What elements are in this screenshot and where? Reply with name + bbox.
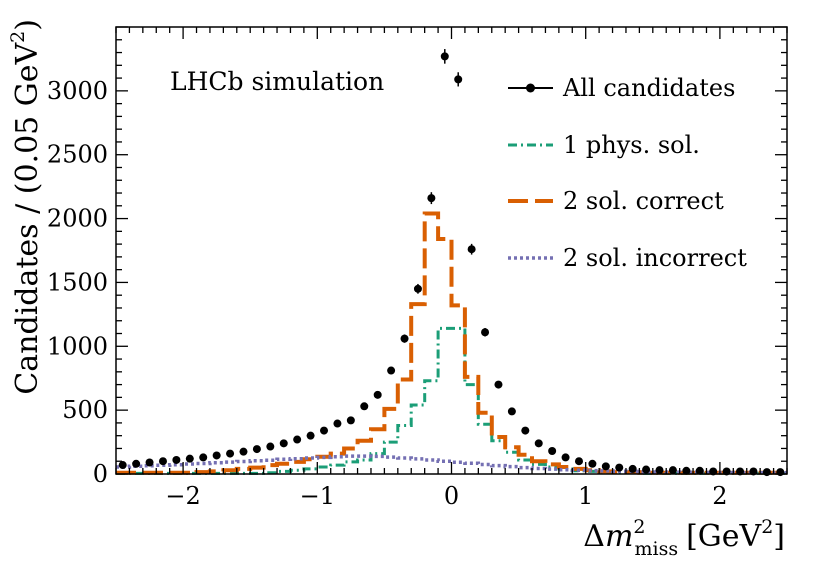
y-axis-label: Candidates / (0.05 GeV2) — [7, 19, 45, 395]
data-point — [440, 49, 449, 64]
data-point — [628, 464, 637, 473]
plot-area — [116, 49, 787, 477]
data-point — [682, 466, 691, 475]
data-point — [333, 419, 342, 428]
y-tick-label: 3000 — [47, 77, 108, 105]
legend-label: 2 sol. incorrect — [563, 244, 747, 272]
lhcb-simulation-label: LHCb simulation — [170, 67, 384, 96]
data-point — [521, 426, 530, 435]
data-point — [668, 466, 677, 475]
legend-label: All candidates — [562, 74, 735, 102]
data-point — [615, 463, 624, 472]
legend-label: 2 sol. correct — [563, 187, 724, 215]
data-point — [507, 407, 516, 416]
data-point — [346, 416, 355, 425]
data-point — [776, 468, 785, 477]
x-label-sup: 2 — [633, 516, 645, 538]
y-tick-label: 500 — [62, 396, 108, 424]
data-point — [199, 453, 208, 462]
data-point — [494, 380, 503, 389]
data-point — [642, 465, 651, 474]
data-point — [306, 431, 315, 440]
data-point — [655, 466, 664, 475]
y-tick-label: 0 — [93, 460, 108, 488]
legend-label: 1 phys. sol. — [563, 131, 700, 159]
axes: −2 −1 0 1 2 0 500 1000 1500 2000 2500 3000 — [47, 26, 788, 510]
data-point — [266, 442, 275, 451]
y-tick-label: 2000 — [47, 205, 108, 233]
data-point — [427, 192, 436, 205]
data-point — [145, 458, 154, 467]
x-axis-label: Δm2 miss [GeV2] — [583, 516, 785, 560]
data-point — [400, 334, 409, 343]
data-point — [454, 72, 463, 87]
x-tick-label: 1 — [578, 482, 593, 510]
data-point — [320, 426, 329, 435]
y-tick-label: 2500 — [47, 141, 108, 169]
data-point — [279, 439, 288, 448]
data-point — [226, 449, 235, 458]
data-point — [387, 366, 396, 375]
data-point — [467, 243, 476, 255]
data-point — [132, 459, 141, 468]
data-point — [239, 447, 248, 456]
y-label-sup: 2 — [7, 31, 29, 43]
x-tick-label: −2 — [165, 482, 200, 510]
x-label-unit-suffix: ] — [773, 519, 785, 554]
data-point — [373, 390, 382, 399]
data-point — [574, 457, 583, 466]
x-label-sub: miss — [634, 538, 678, 560]
y-tick-label: 1000 — [47, 332, 108, 360]
data-point — [695, 466, 704, 475]
data-point — [601, 462, 610, 471]
data-point — [548, 447, 557, 456]
data-point — [212, 451, 221, 460]
y-label-suffix: ) — [10, 19, 45, 31]
y-tick-label: 1500 — [47, 268, 108, 296]
data-point — [158, 457, 167, 466]
x-label-m: m — [605, 519, 633, 554]
data-point — [534, 439, 543, 448]
series-2-sol-incorrect — [116, 454, 787, 475]
x-label-delta: Δ — [583, 519, 605, 554]
data-point — [481, 327, 490, 337]
data-point — [185, 454, 194, 463]
x-label-unit-prefix: [GeV — [686, 519, 762, 554]
x-label-unit-sup: 2 — [761, 516, 773, 538]
data-point — [588, 459, 597, 468]
data-point — [360, 402, 369, 411]
legend: All candidates 1 phys. sol. 2 sol. correct… — [508, 74, 747, 272]
data-point — [762, 468, 771, 477]
data-point — [118, 461, 127, 470]
x-tick-label: 2 — [712, 482, 727, 510]
y-label-main: Candidates / (0.05 GeV — [10, 41, 45, 394]
data-point — [561, 453, 570, 462]
legend-marker-all-dot — [526, 83, 535, 93]
data-point — [172, 455, 181, 464]
data-point — [413, 283, 422, 294]
x-tick-label: 0 — [444, 482, 459, 510]
x-tick-label: −1 — [300, 482, 335, 510]
data-point — [293, 435, 302, 444]
data-point — [252, 445, 261, 454]
